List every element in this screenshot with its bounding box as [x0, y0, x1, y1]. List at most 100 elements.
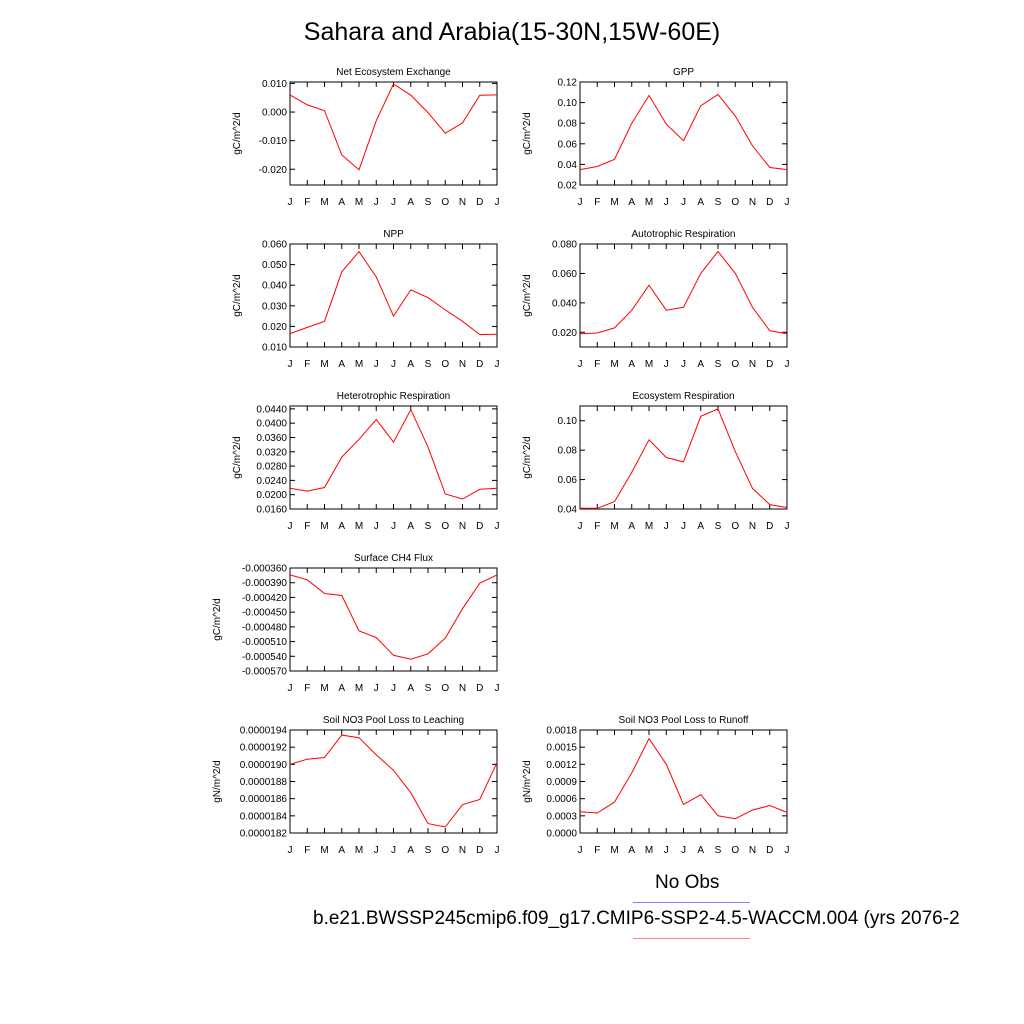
panel-title: Net Ecosystem Exchange: [336, 67, 451, 78]
x-tick-label: M: [645, 197, 653, 208]
x-tick-label: M: [610, 197, 618, 208]
x-tick-label: S: [425, 845, 432, 856]
series-line: [579, 250, 788, 335]
y-tick-label: 0.08: [558, 446, 578, 457]
x-tick-label: J: [785, 521, 790, 532]
x-tick-label: O: [731, 359, 739, 370]
x-tick-label: M: [320, 197, 328, 208]
y-tick-label: 0.0320: [256, 447, 287, 458]
y-axis-label: gC/m^2/d: [522, 436, 533, 479]
y-axis-label: gN/m^2/d: [212, 760, 223, 803]
x-tick-label: A: [338, 197, 345, 208]
x-tick-label: D: [766, 359, 773, 370]
panel-title: Soil NO3 Pool Loss to Runoff: [619, 715, 749, 726]
y-tick-label: 0.06: [558, 475, 578, 486]
x-tick-label: F: [304, 359, 310, 370]
y-tick-label: 0.0000192: [240, 743, 288, 754]
plot-frame: [289, 729, 498, 834]
x-tick-label: S: [715, 197, 722, 208]
x-tick-label: M: [610, 359, 618, 370]
x-tick-label: M: [645, 521, 653, 532]
y-tick-label: 0.0000184: [240, 811, 288, 822]
x-tick-label: J: [374, 845, 379, 856]
x-tick-label: J: [391, 521, 396, 532]
y-tick-label: 0.030: [262, 301, 287, 312]
y-tick-label: 0.0000188: [240, 777, 288, 788]
plot-frame: [289, 81, 498, 186]
x-tick-label: J: [374, 683, 379, 694]
y-tick-label: 0.020: [262, 322, 287, 333]
x-tick-label: N: [459, 521, 466, 532]
plot-frame: [579, 405, 788, 510]
plot-frame: [579, 243, 788, 348]
y-tick-label: -0.000510: [242, 637, 287, 648]
x-tick-label: J: [391, 359, 396, 370]
panel-title: Soil NO3 Pool Loss to Leaching: [323, 715, 464, 726]
y-tick-label: 0.050: [262, 260, 287, 271]
x-tick-label: M: [320, 359, 328, 370]
x-tick-label: J: [374, 197, 379, 208]
series-line: [289, 250, 498, 336]
y-tick-label: 0.0003: [546, 811, 577, 822]
y-axis-label: gN/m^2/d: [522, 760, 533, 803]
y-tick-label: 0.02: [558, 181, 578, 192]
y-tick-label: -0.000390: [242, 578, 287, 589]
x-tick-label: O: [731, 521, 739, 532]
plot-frame: [289, 243, 498, 348]
x-tick-label: M: [610, 845, 618, 856]
x-tick-label: A: [628, 359, 635, 370]
x-tick-label: A: [697, 359, 704, 370]
x-tick-label: J: [681, 845, 686, 856]
x-tick-label: J: [495, 683, 500, 694]
x-tick-label: J: [578, 845, 583, 856]
x-tick-label: A: [338, 359, 345, 370]
x-tick-label: F: [304, 197, 310, 208]
y-tick-label: 0.010: [262, 79, 287, 90]
x-tick-label: O: [441, 359, 449, 370]
x-tick-label: N: [459, 845, 466, 856]
x-tick-label: M: [355, 845, 363, 856]
y-tick-label: 0.0018: [546, 726, 577, 737]
y-tick-label: 0.0000186: [240, 794, 288, 805]
x-tick-label: A: [628, 197, 635, 208]
x-tick-label: J: [391, 845, 396, 856]
y-tick-label: 0.0200: [256, 490, 287, 501]
x-tick-label: F: [304, 521, 310, 532]
y-tick-label: 0.0280: [256, 462, 287, 473]
y-tick-label: -0.000540: [242, 652, 287, 663]
x-tick-label: N: [749, 197, 756, 208]
x-tick-label: J: [681, 359, 686, 370]
x-tick-label: J: [374, 359, 379, 370]
x-tick-label: D: [476, 197, 483, 208]
x-tick-label: O: [441, 683, 449, 694]
x-tick-label: N: [459, 359, 466, 370]
y-tick-label: 0.000: [262, 108, 287, 119]
x-tick-label: D: [476, 845, 483, 856]
x-tick-label: O: [731, 197, 739, 208]
plot-frame: [579, 81, 788, 186]
x-tick-label: S: [425, 683, 432, 694]
x-tick-label: J: [578, 521, 583, 532]
x-tick-label: M: [610, 521, 618, 532]
x-tick-label: N: [459, 683, 466, 694]
x-tick-label: J: [578, 359, 583, 370]
series-line: [580, 408, 788, 509]
x-tick-label: A: [697, 845, 704, 856]
series-line: [579, 93, 788, 171]
y-axis-label: gC/m^2/d: [232, 436, 243, 479]
y-axis-label: gC/m^2/d: [522, 274, 533, 317]
x-tick-label: A: [407, 845, 414, 856]
y-tick-label: 0.04: [558, 160, 578, 171]
x-tick-label: J: [391, 197, 396, 208]
x-tick-label: M: [645, 359, 653, 370]
y-tick-label: 0.0009: [546, 777, 577, 788]
x-tick-label: S: [425, 359, 432, 370]
x-tick-label: D: [476, 359, 483, 370]
x-tick-label: F: [594, 359, 600, 370]
figure-title: Sahara and Arabia(15-30N,15W-60E): [303, 18, 721, 46]
legend-obs-line: [633, 902, 750, 903]
y-tick-label: -0.000570: [242, 667, 287, 678]
